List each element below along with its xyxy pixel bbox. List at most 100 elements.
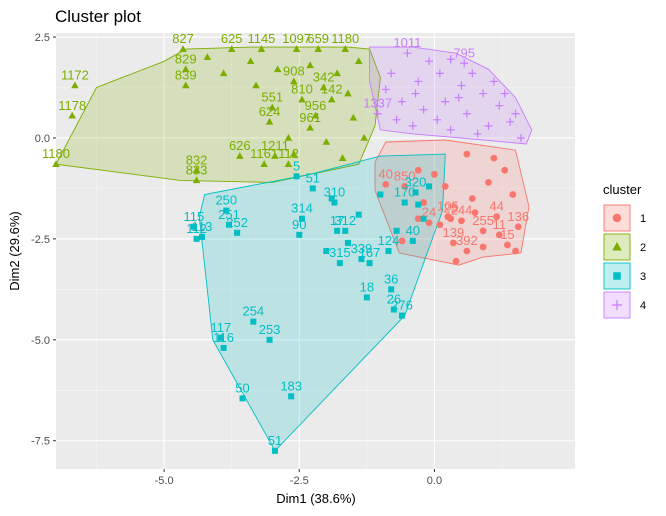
cluster-2-point-label: 1161: [250, 146, 278, 161]
cluster-1-point-label: 255: [472, 213, 494, 228]
cluster-1-point-label: 24: [422, 205, 436, 220]
cluster-1-point-label: 15: [500, 227, 514, 242]
cluster-2-point-label: 1172: [61, 67, 89, 82]
cluster-2-point: [71, 81, 79, 89]
cluster-2-point: [319, 83, 328, 91]
cluster-2-point: [268, 103, 277, 111]
cluster-3-point-label: 36: [384, 271, 398, 286]
cluster-3-point-label: 116: [213, 330, 234, 345]
cluster-4-point-label: 1337: [363, 96, 392, 111]
cluster-3-point-label: 115: [183, 209, 204, 224]
legend-marker-4: [612, 300, 622, 310]
cluster-3-point-label: 251: [218, 207, 240, 222]
cluster-4-point-label: 1011: [393, 35, 421, 50]
cluster-3-point: [426, 183, 433, 190]
cluster-1-point: [463, 150, 471, 158]
cluster-2-point-label: 839: [175, 67, 197, 82]
cluster-4-point: [446, 55, 455, 64]
cluster-4-point: [468, 69, 477, 78]
cluster-4-point: [387, 69, 396, 78]
cluster-3-point: [296, 231, 303, 238]
cluster-3-point: [266, 336, 273, 343]
cluster-3-point-label: 314: [291, 201, 313, 216]
cluster-2-point: [311, 111, 320, 119]
cluster-3-point-label: 315: [329, 245, 351, 260]
cluster-3-point: [226, 221, 232, 228]
cluster-3-point: [366, 260, 373, 267]
cluster-2-point: [284, 133, 293, 141]
x-axis-title: Dim1 (38.6%): [276, 491, 355, 506]
cluster-1-point-label: 136: [507, 209, 529, 224]
y-tick-label: -7.5: [31, 436, 50, 448]
cluster-3-point: [323, 248, 330, 254]
cluster-2-point: [52, 160, 60, 168]
cluster-1-point: [514, 223, 522, 231]
cluster-3-point: [358, 256, 365, 263]
cluster-3-point-label: 18: [360, 279, 374, 294]
cluster-3-point: [298, 215, 305, 222]
cluster-3-point: [401, 199, 408, 206]
cluster-4-point: [506, 117, 515, 126]
cluster-2-point-label: 551: [261, 90, 283, 105]
y-tick-label: -2.5: [31, 234, 50, 246]
cluster-1-point: [463, 247, 471, 255]
cluster-3-point-label: 320: [405, 174, 427, 189]
axis-ticks: -5.0 -2.5 0.0 2.5 0.0 -2.5 -5.0 -7.5: [31, 32, 442, 487]
cluster-3-hull: [198, 153, 446, 452]
cluster-1-point-label: 105: [437, 199, 459, 214]
cluster-2-point-label: 342: [313, 70, 335, 85]
cluster-3-point-label: 51: [306, 170, 320, 185]
cluster-4-point: [408, 121, 417, 130]
y-axis-title: Dim2 (29.6%): [7, 211, 22, 290]
cluster-2-point-label: 810: [291, 82, 313, 97]
cluster-2-point-label: 1211: [261, 138, 289, 153]
cluster-4-point: [414, 77, 423, 86]
cluster-3-point: [239, 395, 246, 402]
legend-label-1: 1: [640, 213, 646, 225]
cluster-2-point-label: 624: [259, 104, 281, 119]
cluster-2-point: [344, 89, 352, 97]
cluster-2-point: [260, 160, 268, 168]
cluster-3-point-label: 5: [293, 158, 300, 173]
cluster-4-point: [460, 59, 469, 68]
cluster-2-point-label: 956: [305, 98, 327, 113]
cluster-4-point: [473, 129, 482, 138]
cluster-2-point-label: 1178: [58, 98, 86, 113]
cluster-1-point: [425, 219, 433, 227]
legend-label-2: 2: [640, 242, 646, 254]
cluster-2-point: [360, 133, 368, 141]
cluster-3-point: [271, 447, 278, 454]
cluster-2-point: [298, 95, 306, 103]
cluster-1-point: [493, 213, 501, 221]
cluster-2-point: [292, 45, 301, 52]
cluster-4-point: [398, 97, 406, 106]
cluster-3-point: [336, 260, 343, 267]
cluster-2-point: [203, 53, 212, 61]
cluster-2-point: [284, 160, 293, 168]
cluster-2-point-label: 827: [172, 31, 194, 46]
cluster-1-point: [509, 191, 517, 198]
cluster-2-point: [252, 81, 260, 89]
cluster-4-point: [454, 93, 463, 102]
cluster-4-point: [441, 97, 450, 106]
cluster-1-point: [449, 239, 457, 247]
cluster-4-point: [495, 101, 504, 110]
cluster-3-point: [377, 191, 384, 198]
cluster-2-point: [349, 113, 358, 121]
cluster-3-point-label: 40: [406, 223, 420, 238]
cluster-3-point: [328, 195, 335, 202]
legend-label-3: 3: [640, 271, 646, 283]
cluster-2-point: [306, 61, 314, 69]
cluster-3-point: [344, 239, 351, 246]
cluster-3-point: [190, 223, 197, 230]
cluster-2-point-label: 1145: [247, 31, 275, 46]
cluster-1-point-label: 850: [394, 168, 416, 183]
cluster-2-point: [271, 152, 279, 159]
cluster-3-point: [220, 344, 227, 351]
cluster-4-point: [425, 57, 434, 66]
cluster-3-point-label: 51: [268, 433, 282, 448]
cluster-2-point-label: 659: [307, 31, 329, 46]
cluster-1-point: [479, 227, 487, 235]
cluster-3-point: [288, 393, 295, 400]
data-points: [52, 45, 525, 454]
